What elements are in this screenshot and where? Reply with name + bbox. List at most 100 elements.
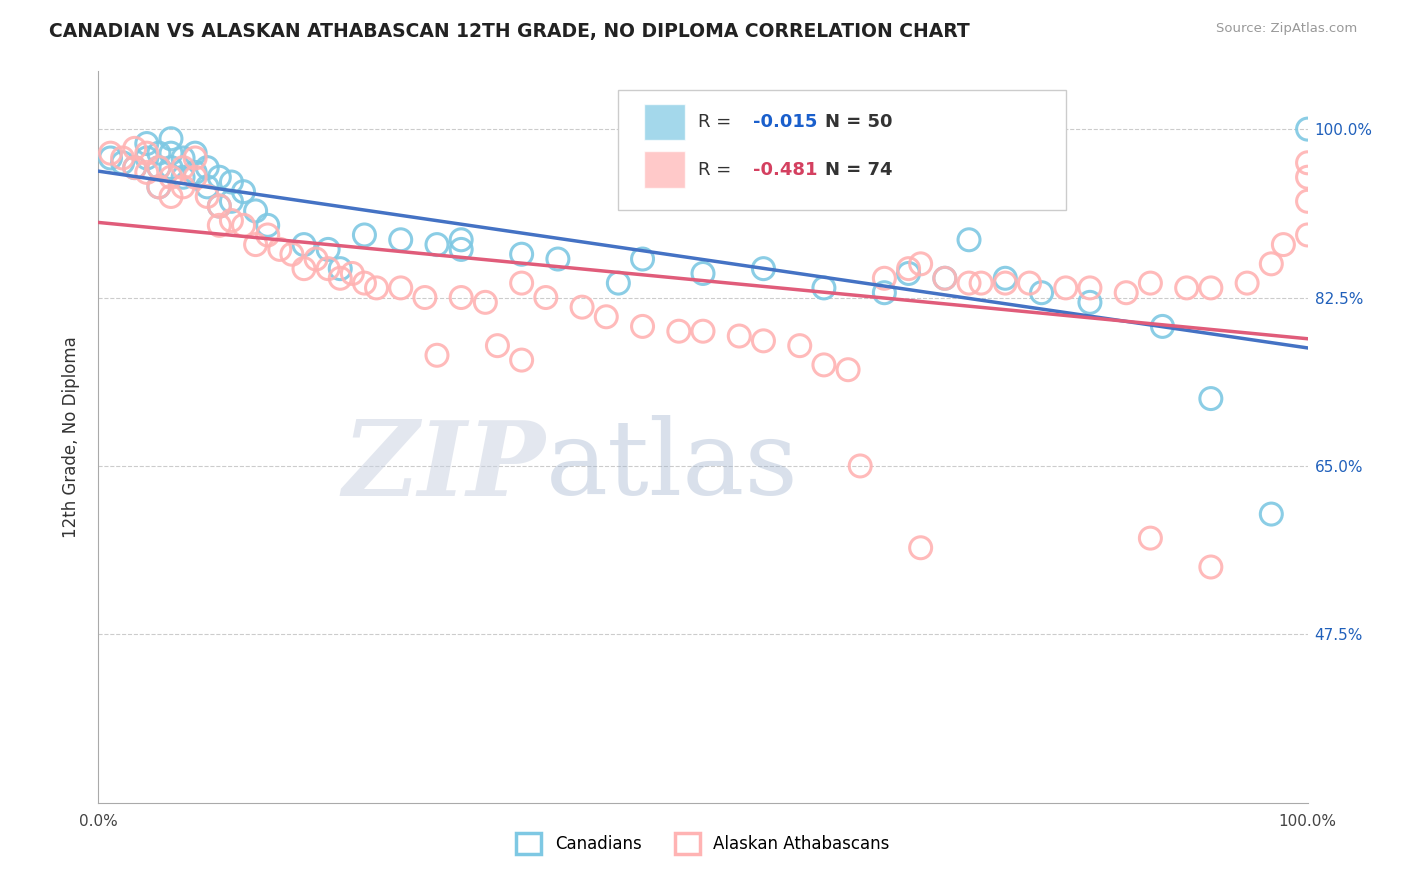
Point — [1296, 227, 1319, 242]
Point — [692, 324, 714, 338]
Point — [897, 261, 920, 276]
Text: N = 74: N = 74 — [825, 161, 893, 178]
Point — [934, 271, 956, 285]
Point — [329, 261, 352, 276]
Point — [1054, 281, 1077, 295]
Point — [195, 189, 218, 203]
Point — [789, 338, 811, 352]
Point — [124, 141, 146, 155]
Text: R =: R = — [699, 161, 737, 178]
Point — [292, 237, 315, 252]
Point — [1152, 319, 1174, 334]
Point — [1260, 507, 1282, 521]
Point — [342, 267, 364, 281]
Point — [534, 291, 557, 305]
Legend: Canadians, Alaskan Athabascans: Canadians, Alaskan Athabascans — [510, 827, 896, 860]
Point — [124, 161, 146, 175]
Y-axis label: 12th Grade, No Diploma: 12th Grade, No Diploma — [62, 336, 80, 538]
Point — [813, 358, 835, 372]
Point — [353, 227, 375, 242]
Point — [208, 199, 231, 213]
Point — [305, 252, 328, 266]
Point — [897, 267, 920, 281]
Point — [172, 179, 194, 194]
Point — [728, 329, 751, 343]
Point — [148, 161, 170, 175]
Point — [994, 276, 1017, 290]
Text: -0.481: -0.481 — [752, 161, 817, 178]
Point — [1272, 237, 1295, 252]
Point — [135, 165, 157, 179]
Point — [1260, 257, 1282, 271]
Point — [510, 276, 533, 290]
Point — [148, 161, 170, 175]
Point — [1199, 392, 1222, 406]
Point — [1296, 122, 1319, 136]
Point — [595, 310, 617, 324]
Point — [752, 261, 775, 276]
Point — [160, 170, 183, 185]
Point — [910, 541, 932, 555]
FancyBboxPatch shape — [644, 152, 685, 188]
Point — [450, 243, 472, 257]
Point — [1175, 281, 1198, 295]
Point — [366, 281, 388, 295]
Text: atlas: atlas — [546, 416, 799, 517]
Point — [873, 271, 896, 285]
Point — [510, 247, 533, 261]
Point — [413, 291, 436, 305]
Point — [316, 243, 339, 257]
Point — [208, 170, 231, 185]
Point — [184, 170, 207, 185]
Point — [1139, 531, 1161, 545]
Point — [100, 151, 122, 165]
Point — [160, 189, 183, 203]
Point — [135, 136, 157, 151]
Point — [547, 252, 569, 266]
Point — [1018, 276, 1040, 290]
Point — [195, 161, 218, 175]
Point — [316, 261, 339, 276]
Point — [474, 295, 496, 310]
Point — [184, 146, 207, 161]
Point — [426, 348, 449, 362]
Point — [873, 285, 896, 300]
Point — [1115, 285, 1137, 300]
Point — [221, 175, 243, 189]
Point — [994, 271, 1017, 285]
Point — [135, 146, 157, 161]
Point — [184, 165, 207, 179]
Point — [195, 179, 218, 194]
Point — [1078, 281, 1101, 295]
Point — [100, 146, 122, 161]
Text: ZIP: ZIP — [343, 416, 546, 517]
Point — [450, 291, 472, 305]
Point — [1296, 155, 1319, 169]
Point — [232, 185, 254, 199]
Point — [1031, 285, 1053, 300]
Point — [607, 276, 630, 290]
Point — [849, 458, 872, 473]
Point — [148, 146, 170, 161]
Point — [486, 338, 509, 352]
Point — [631, 252, 654, 266]
Point — [221, 194, 243, 209]
Point — [135, 151, 157, 165]
Point — [172, 161, 194, 175]
Point — [1078, 295, 1101, 310]
Point — [148, 179, 170, 194]
Point — [957, 233, 980, 247]
Point — [245, 237, 267, 252]
Point — [934, 271, 956, 285]
Point — [111, 155, 134, 169]
Point — [353, 276, 375, 290]
Point — [910, 257, 932, 271]
Point — [172, 170, 194, 185]
Point — [256, 219, 278, 233]
Point — [281, 247, 304, 261]
Point — [1199, 560, 1222, 574]
Point — [813, 281, 835, 295]
Point — [172, 151, 194, 165]
Point — [426, 237, 449, 252]
Point — [1296, 170, 1319, 185]
